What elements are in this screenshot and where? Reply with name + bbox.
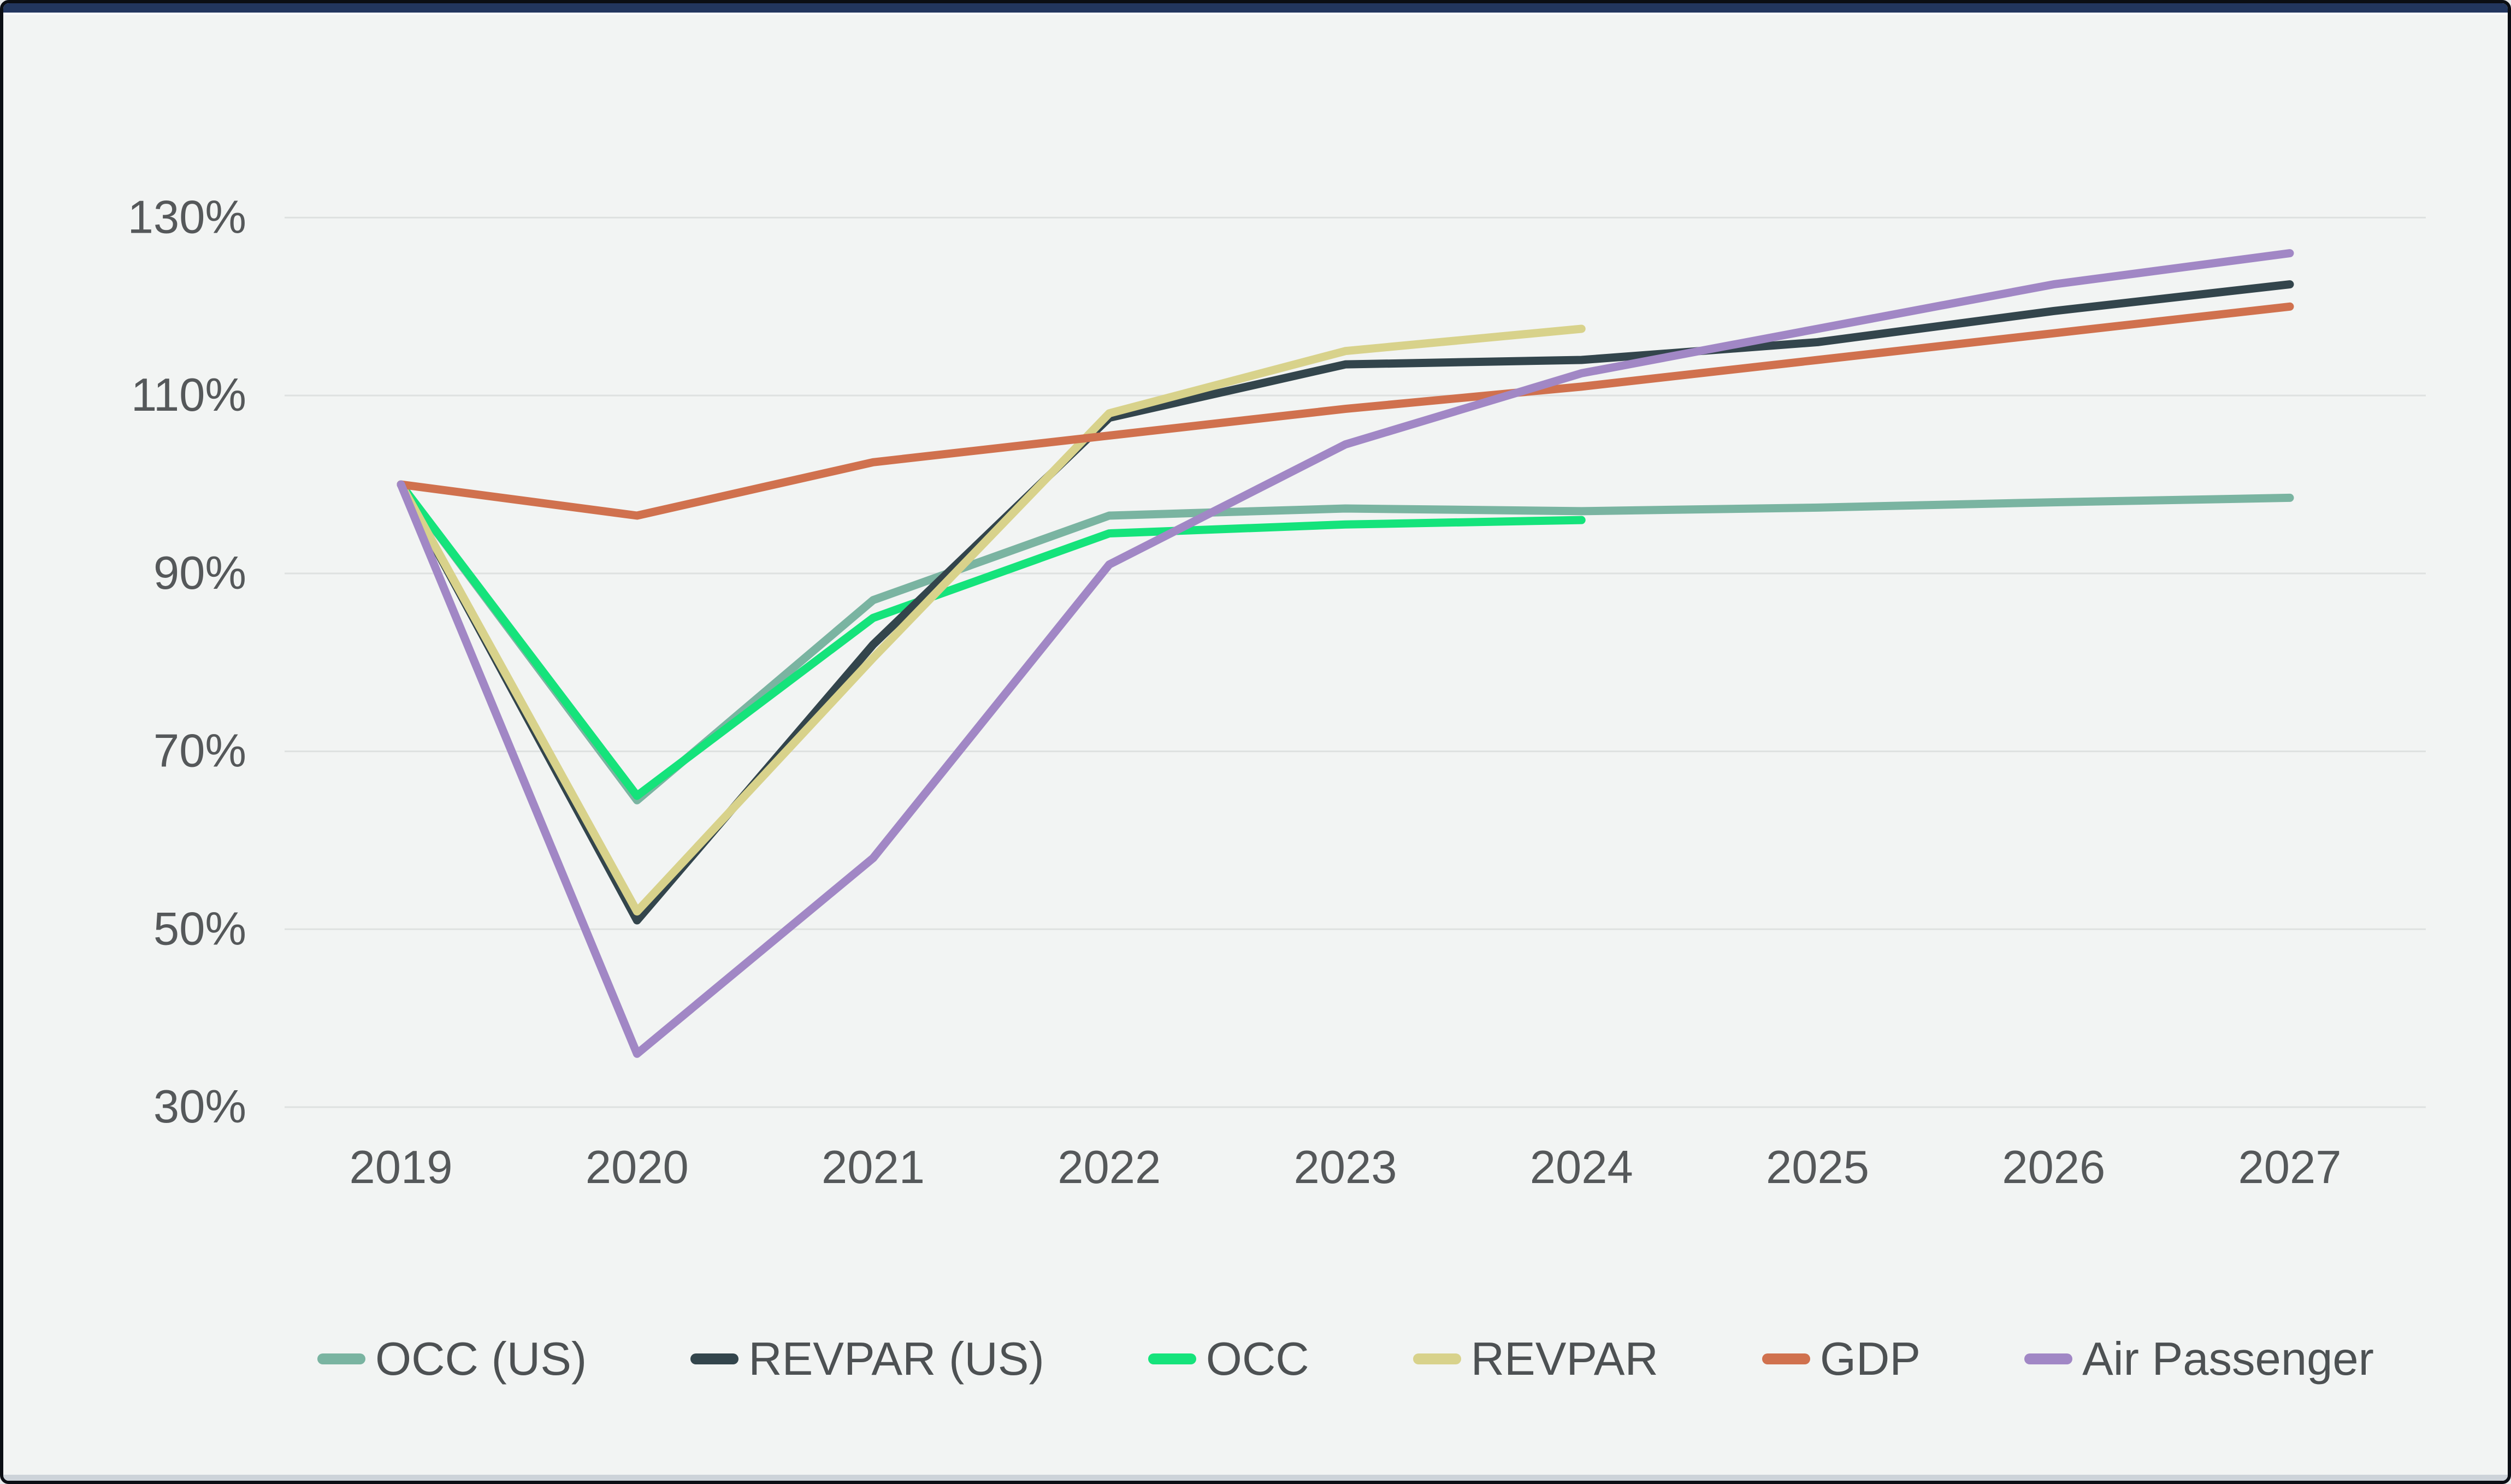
legend-label: Air Passenger — [2082, 1333, 2374, 1385]
legend-label: OCC (US) — [375, 1333, 587, 1385]
legend-item-occ-us[interactable]: OCC (US) — [317, 1336, 587, 1382]
chart-legend: OCC (US) REVPAR (US) OCC REVPAR GDP Air … — [317, 1331, 2374, 1387]
legend-label: OCC — [1206, 1333, 1309, 1385]
air-passenger-swatch-icon — [2024, 1353, 2073, 1364]
y-axis-tick-label: 110% — [131, 369, 246, 421]
x-axis-tick-label: 2024 — [1530, 1142, 1633, 1193]
revpar-us-swatch-icon — [690, 1353, 739, 1364]
series-line-gdp — [397, 302, 2294, 520]
legend-item-revpar-us[interactable]: REVPAR (US) — [690, 1336, 1044, 1382]
y-axis-tick-label: 130% — [128, 191, 246, 243]
series-line-revpar — [397, 324, 1586, 916]
series-line-occ — [397, 480, 1586, 800]
x-axis-tick-label: 2022 — [1057, 1142, 1161, 1193]
legend-item-air-passenger[interactable]: Air Passenger — [2024, 1336, 2374, 1382]
x-axis-tick-label: 2020 — [586, 1142, 689, 1193]
x-axis-tick-label: 2021 — [822, 1142, 925, 1193]
series-line-air-passenger — [397, 249, 2294, 1058]
y-axis-tick-label: 90% — [153, 547, 246, 599]
occ-swatch-icon — [1148, 1353, 1196, 1364]
line-chart: 130% 110% 90% 70% 50% 30% 2019 2020 2021 2022 2023… — [128, 191, 2426, 1193]
x-axis-tick-label: 2026 — [2002, 1142, 2105, 1193]
y-axis-tick-label: 30% — [153, 1081, 246, 1133]
series-line-occ-us — [397, 480, 2294, 805]
occ-us-swatch-icon — [317, 1353, 365, 1364]
x-axis-tick-label: 2025 — [1766, 1142, 1869, 1193]
legend-label: REVPAR (US) — [748, 1333, 1044, 1385]
legend-item-occ[interactable]: OCC — [1148, 1336, 1309, 1382]
y-axis-tick-label: 70% — [153, 725, 246, 777]
x-axis-tick-label: 2027 — [2238, 1142, 2341, 1193]
legend-label: GDP — [1819, 1333, 1921, 1385]
gdp-swatch-icon — [1762, 1353, 1810, 1364]
bottom-edge — [3, 1475, 2508, 1481]
revpar-swatch-icon — [1413, 1353, 1461, 1364]
x-axis-tick-label: 2023 — [1293, 1142, 1397, 1193]
topbar-underline — [3, 13, 2508, 15]
top-navbar — [3, 3, 2508, 13]
legend-label: REVPAR — [1470, 1333, 1658, 1385]
legend-item-gdp[interactable]: GDP — [1762, 1336, 1921, 1382]
y-axis-tick-label: 50% — [153, 903, 246, 955]
x-axis-tick-label: 2019 — [349, 1142, 452, 1193]
series-line-revpar-us — [397, 280, 2294, 925]
legend-item-revpar[interactable]: REVPAR — [1413, 1336, 1658, 1382]
